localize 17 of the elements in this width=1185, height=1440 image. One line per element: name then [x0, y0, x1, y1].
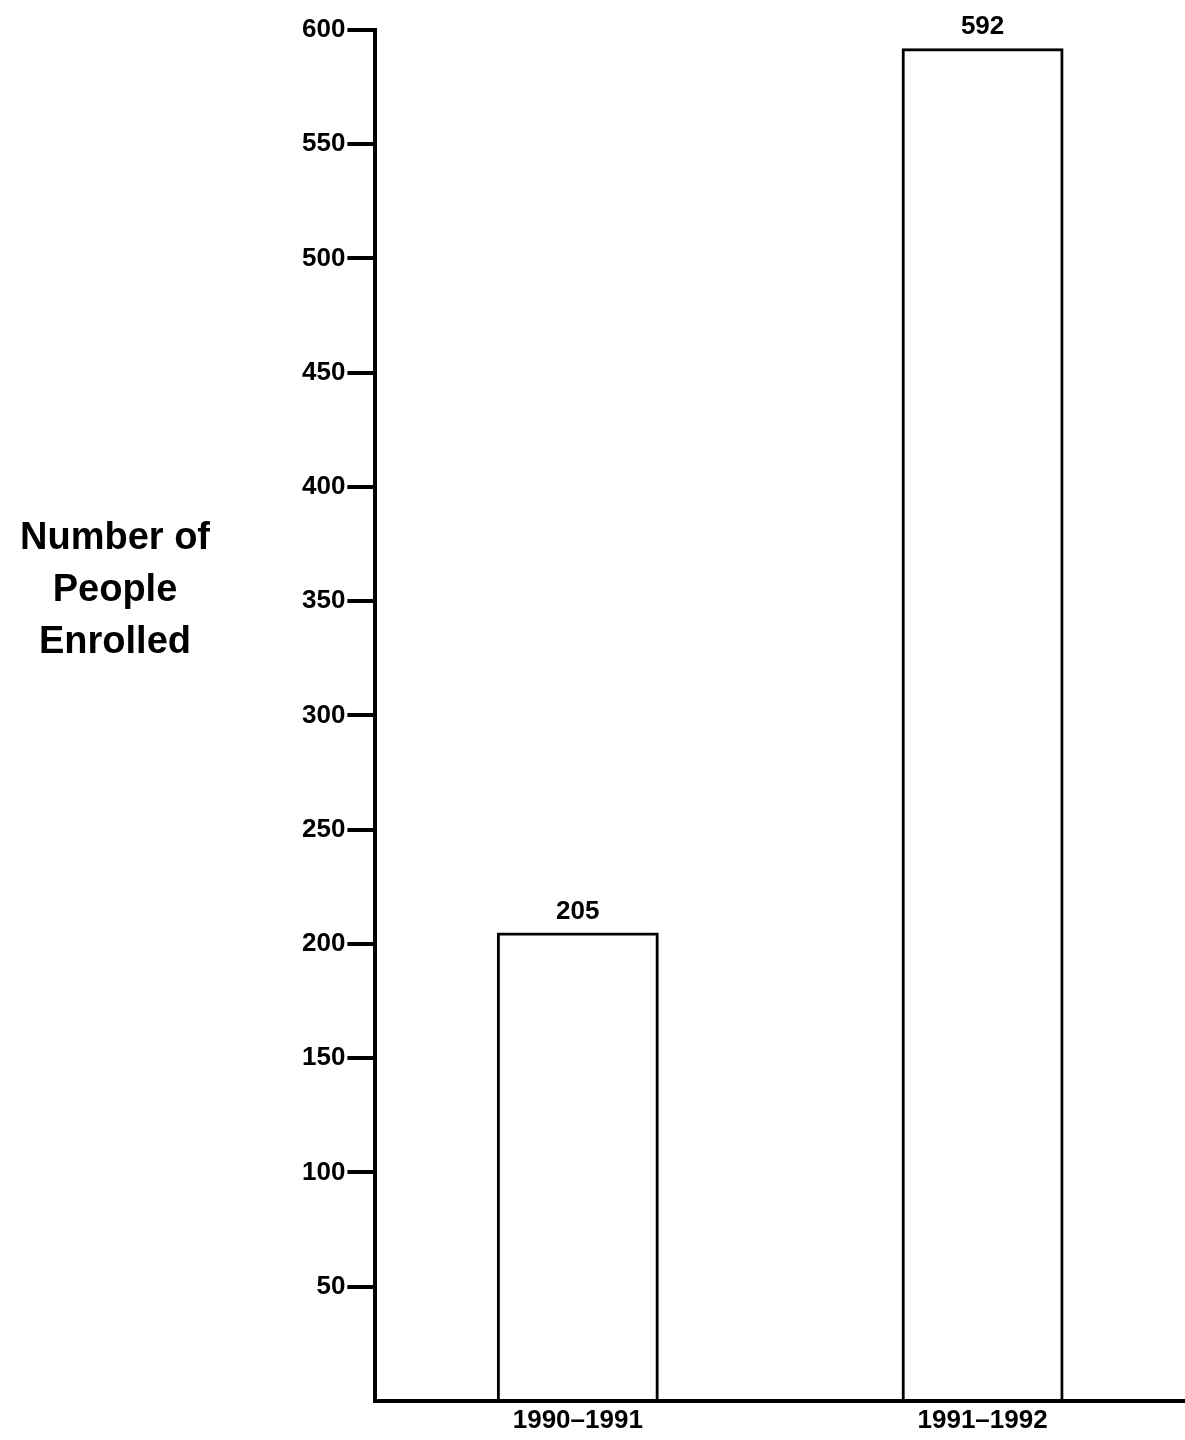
y-tick-label: 250: [301, 812, 346, 843]
data-label: 592: [960, 10, 1005, 41]
y-tick-label: 400: [301, 470, 346, 501]
x-tick-label: 1991–1992: [917, 1403, 1048, 1434]
y-axis-title: Number of People Enrolled: [19, 514, 211, 663]
y-tick-label: 100: [301, 1155, 346, 1186]
y-tick-label: 450: [301, 355, 346, 386]
y-tick-label: 200: [301, 927, 346, 958]
y-tick-label: 150: [301, 1041, 346, 1072]
data-label: 205: [556, 894, 600, 925]
y-tick-label: 50: [316, 1269, 346, 1300]
x-tick-label: 1990–1991: [512, 1403, 643, 1434]
y-tick-label: 550: [301, 127, 346, 158]
y-tick-label: 600: [301, 13, 346, 44]
y-tick-label: 500: [301, 241, 346, 272]
y-tick-label: 350: [301, 584, 346, 615]
y-tick-label: 300: [301, 698, 346, 729]
